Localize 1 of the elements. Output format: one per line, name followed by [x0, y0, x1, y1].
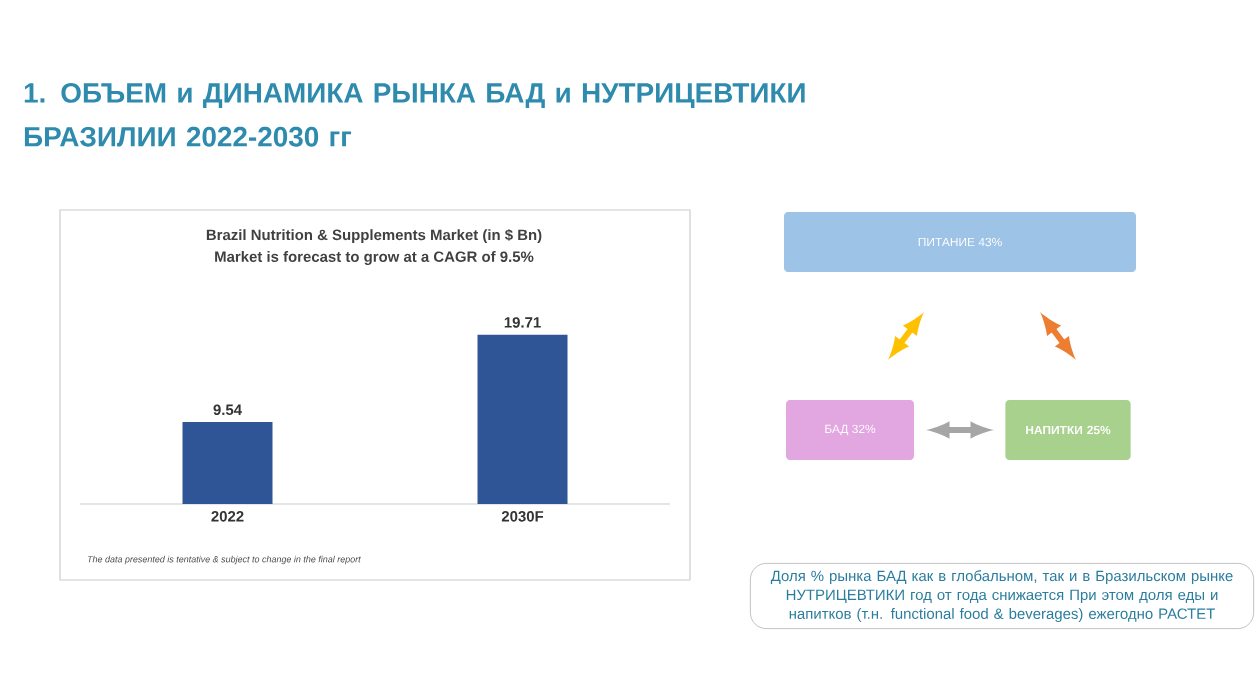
chart-title: 1. ОБЪЕМ и ДИНАМИКА РЫНКА БАД и НУТРИЦЕВТИКИ БРАЗИЛИИ 2022-2030 гг [24, 83, 805, 147]
